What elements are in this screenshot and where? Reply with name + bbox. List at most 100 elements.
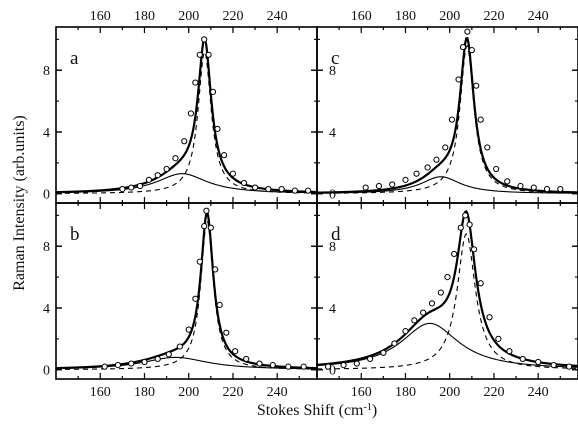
data-point-c [473, 82, 480, 89]
ticks-layer [56, 27, 578, 379]
total-fit-curve-a [56, 36, 317, 194]
data-point-d [444, 274, 451, 281]
data-point-d [451, 250, 458, 258]
data-point-b [232, 348, 239, 355]
data-point-d [506, 348, 513, 355]
data-point-b [216, 301, 223, 308]
data-point-d [420, 309, 427, 316]
data-point-d [353, 360, 360, 367]
data-point-a [136, 182, 144, 190]
data-point-b [243, 355, 250, 363]
data-point-c [389, 181, 396, 188]
y-tick-label: 0 [329, 364, 336, 379]
data-point-d [366, 355, 374, 363]
data-point-b [201, 223, 208, 230]
data-point-c [448, 116, 456, 123]
x-tick-label-top: 200 [439, 9, 460, 24]
data-point-a [145, 176, 152, 183]
points-layer [101, 28, 573, 370]
data-point-d [486, 314, 493, 321]
data-point-a [251, 184, 259, 191]
data-point-d [495, 335, 502, 342]
y-tick-label: 8 [329, 64, 336, 79]
data-point-d [535, 358, 542, 366]
data-point-b [185, 326, 192, 333]
data-point-a [291, 187, 298, 194]
x-tick-label-bottom: 220 [222, 385, 243, 400]
data-point-c [459, 43, 467, 51]
data-point-c [402, 176, 409, 183]
data-point-d [391, 340, 398, 347]
data-point-c [413, 170, 420, 177]
y-tick-label: 8 [329, 240, 336, 255]
x-axis-title-main: Stokes Shift (cm [257, 402, 364, 419]
data-point-d [340, 362, 347, 369]
data-point-d [519, 355, 526, 363]
data-point-a [201, 36, 208, 43]
data-point-c [517, 182, 524, 190]
x-tick-label-top: 220 [222, 9, 243, 24]
broad-component-curve-d [317, 322, 578, 368]
data-point-b [154, 355, 161, 363]
data-point-d [462, 212, 469, 219]
data-point-b [256, 360, 263, 367]
x-tick-label-bottom: 180 [134, 385, 155, 400]
panel-c-frame [316, 26, 578, 204]
data-point-c [442, 144, 449, 151]
data-point-d [402, 328, 409, 335]
main-component-curve-c [317, 45, 578, 194]
data-point-a [205, 51, 212, 58]
data-point-d [470, 246, 478, 253]
y-tick-label: 0 [43, 188, 50, 203]
data-point-b [285, 363, 292, 370]
main-component-curve-a [56, 51, 317, 194]
y-tick-label: 4 [329, 302, 336, 317]
data-point-b [300, 363, 307, 370]
y-tick-label: 4 [43, 126, 50, 141]
data-point-c [493, 165, 500, 173]
data-point-b [128, 360, 135, 367]
y-axis-title: Raman Intensity (arb.units) [11, 115, 28, 291]
data-point-a [128, 184, 135, 191]
data-point-a [240, 179, 248, 187]
data-point-d [466, 221, 473, 228]
total-fit-curve-b [56, 211, 317, 370]
data-point-a [163, 165, 170, 173]
panel-d-frame [316, 202, 578, 380]
x-tick-label-bottom: 160 [90, 385, 111, 400]
x-tick-label-top: 180 [395, 9, 416, 24]
data-point-c [543, 186, 551, 193]
data-point-c [433, 156, 440, 163]
x-tick-label-bottom: 200 [178, 385, 199, 400]
data-point-d [324, 363, 332, 370]
x-tick-label-top: 160 [351, 9, 372, 24]
data-point-a [172, 155, 179, 162]
data-point-c [530, 184, 537, 191]
data-point-a [221, 152, 228, 159]
x-tick-label-bottom: 220 [483, 385, 504, 400]
data-point-b [165, 351, 172, 358]
panel-letter-d: d [331, 224, 341, 245]
x-tick-label-top: 220 [483, 9, 504, 24]
y-tick-label: 0 [43, 364, 50, 379]
data-point-a [196, 51, 203, 58]
data-point-d [437, 289, 444, 296]
data-point-a [192, 79, 199, 86]
x-tick-label-top: 160 [90, 9, 111, 24]
x-tick-label-bottom: 240 [528, 385, 549, 400]
main-component-curve-b [56, 219, 317, 370]
x-tick-label-bottom: 160 [351, 385, 372, 400]
y-tick-label: 4 [329, 126, 336, 141]
data-point-c [477, 116, 484, 123]
data-point-a [187, 110, 195, 117]
data-point-b [176, 343, 183, 350]
x-tick-label-bottom: 200 [439, 385, 460, 400]
panel-a-frame [55, 26, 318, 204]
data-point-d [428, 300, 436, 307]
data-point-a [278, 186, 285, 193]
data-point-d [380, 349, 387, 356]
data-point-b [212, 266, 219, 273]
data-point-b [192, 295, 199, 302]
data-point-b [269, 362, 276, 369]
x-tick-label-top: 180 [134, 9, 155, 24]
